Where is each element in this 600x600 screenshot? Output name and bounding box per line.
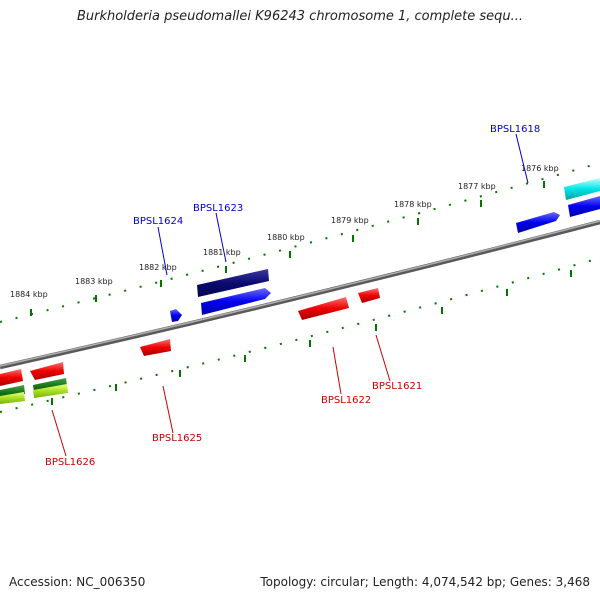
feature-bpsl1621[interactable] bbox=[358, 288, 380, 303]
feature-red-edge[interactable] bbox=[0, 369, 23, 386]
label-leaders bbox=[51, 133, 529, 457]
scale-label-1883: 1883 kbp bbox=[75, 277, 113, 286]
gene-label-bpsl1625[interactable]: BPSL1625 bbox=[152, 433, 202, 444]
feature-bpsl1622[interactable] bbox=[298, 297, 349, 320]
feature-bpsl1626[interactable] bbox=[30, 362, 64, 380]
scale-label-1882: 1882 kbp bbox=[139, 263, 177, 272]
scale-label-1884: 1884 kbp bbox=[10, 290, 48, 299]
feature-bpsl1624[interactable] bbox=[170, 309, 182, 322]
scale-label-1876: 1876 kbp bbox=[521, 164, 559, 173]
feature-cyan[interactable] bbox=[564, 178, 600, 200]
accession-label: Accession: NC_006350 bbox=[9, 575, 146, 589]
scale-labels: 1876 kbp 1877 kbp 1878 kbp 1879 kbp 1880… bbox=[10, 164, 559, 299]
feature-lime[interactable] bbox=[33, 384, 68, 398]
outer-major-ticks bbox=[30, 181, 545, 316]
gene-label-bpsl1623[interactable]: BPSL1623 bbox=[193, 203, 243, 214]
gene-label-bpsl1626[interactable]: BPSL1626 bbox=[45, 457, 95, 468]
gene-label-bpsl1624[interactable]: BPSL1624 bbox=[133, 216, 183, 227]
map-title: Burkholderia pseudomallei K96243 chromos… bbox=[76, 9, 524, 24]
scale-label-1881: 1881 kbp bbox=[203, 248, 241, 257]
gene-label-bpsl1622[interactable]: BPSL1622 bbox=[321, 395, 371, 406]
genome-map: 1876 kbp 1877 kbp 1878 kbp 1879 kbp 1880… bbox=[0, 124, 600, 468]
gene-label-bpsl1621[interactable]: BPSL1621 bbox=[372, 381, 422, 392]
gene-labels: BPSL1618 BPSL1623 BPSL1624 BPSL1621 BPSL… bbox=[45, 124, 540, 468]
feature-bpsl1618[interactable] bbox=[516, 212, 560, 233]
inner-major-ticks bbox=[51, 270, 572, 405]
feature-bpsl1623[interactable] bbox=[201, 288, 271, 315]
feature-blue-edge[interactable] bbox=[568, 196, 600, 217]
feature-bpsl1625[interactable] bbox=[140, 339, 171, 356]
chromosome-backbone bbox=[0, 219, 600, 370]
feature-bpsl1623-top[interactable] bbox=[197, 269, 269, 297]
gene-label-bpsl1618[interactable]: BPSL1618 bbox=[490, 124, 540, 135]
forward-features bbox=[170, 178, 600, 322]
scale-label-1879: 1879 kbp bbox=[331, 216, 369, 225]
feature-lime-edge[interactable] bbox=[0, 392, 25, 404]
scale-label-1877: 1877 kbp bbox=[458, 182, 496, 191]
scale-label-1880: 1880 kbp bbox=[267, 233, 305, 242]
scale-label-1878: 1878 kbp bbox=[394, 200, 432, 209]
reverse-features bbox=[0, 288, 380, 404]
topology-summary: Topology: circular; Length: 4,074,542 bp… bbox=[260, 575, 590, 589]
